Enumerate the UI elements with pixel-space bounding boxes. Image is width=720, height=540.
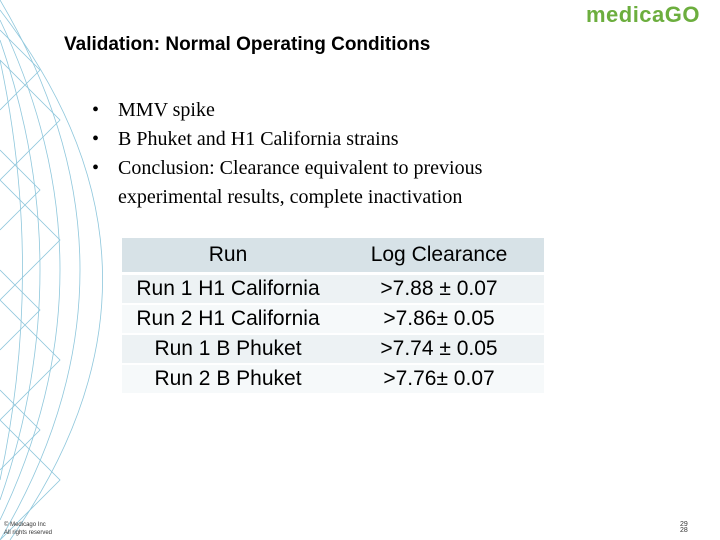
table-row: Run 2 H1 California >7.86± 0.05 xyxy=(122,304,544,335)
slide-title: Validation: Normal Operating Conditions xyxy=(64,34,431,55)
table-cell: Run 1 H1 California xyxy=(122,273,334,305)
globe-lines xyxy=(0,0,103,540)
results-table: Run Log Clearance Run 1 H1 California >7.8… xyxy=(122,238,544,395)
footer-line: All rights reserved xyxy=(4,530,53,536)
table-cell: >7.88 ± 0.07 xyxy=(334,273,544,305)
bullet-list: MMV spikeB Phuket and H1 California stra… xyxy=(88,96,628,212)
page-number-text: 28 xyxy=(680,527,688,534)
footer: © Medicago Inc All rights reserved xyxy=(4,521,52,537)
bullet: MMV spike xyxy=(88,96,628,125)
table-row: Run 2 B Phuket >7.76± 0.07 xyxy=(122,364,544,395)
header-row: Run Log Clearance xyxy=(122,238,544,275)
table-cell: Run 2 B Phuket xyxy=(122,364,334,395)
header-cell: Run xyxy=(122,238,334,275)
table-cell: Run 1 B Phuket xyxy=(122,334,334,365)
page-number-text: 29 xyxy=(680,521,688,528)
bullet: B Phuket and H1 California strains xyxy=(88,125,628,154)
table-cell: Run 2 H1 California xyxy=(122,304,334,335)
table-row: Run 1 B Phuket >7.74 ± 0.05 xyxy=(122,334,544,365)
table-cell: >7.76± 0.07 xyxy=(334,364,544,395)
table-cell: >7.74 ± 0.05 xyxy=(334,334,544,365)
bullet: Conclusion: Clearance equivalent to prev… xyxy=(88,154,628,212)
footer-line: © Medicago Inc xyxy=(4,522,46,528)
header-cell: Log Clearance xyxy=(334,238,544,275)
table-row: Run 1 H1 California >7.88 ± 0.07 xyxy=(122,273,544,305)
logo: medicaGO xyxy=(585,2,700,27)
page-number: 29 28 xyxy=(680,521,688,534)
table-cell: >7.86± 0.05 xyxy=(334,304,544,335)
